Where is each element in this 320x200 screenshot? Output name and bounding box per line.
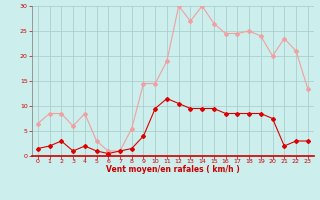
X-axis label: Vent moyen/en rafales ( km/h ): Vent moyen/en rafales ( km/h )	[106, 165, 240, 174]
